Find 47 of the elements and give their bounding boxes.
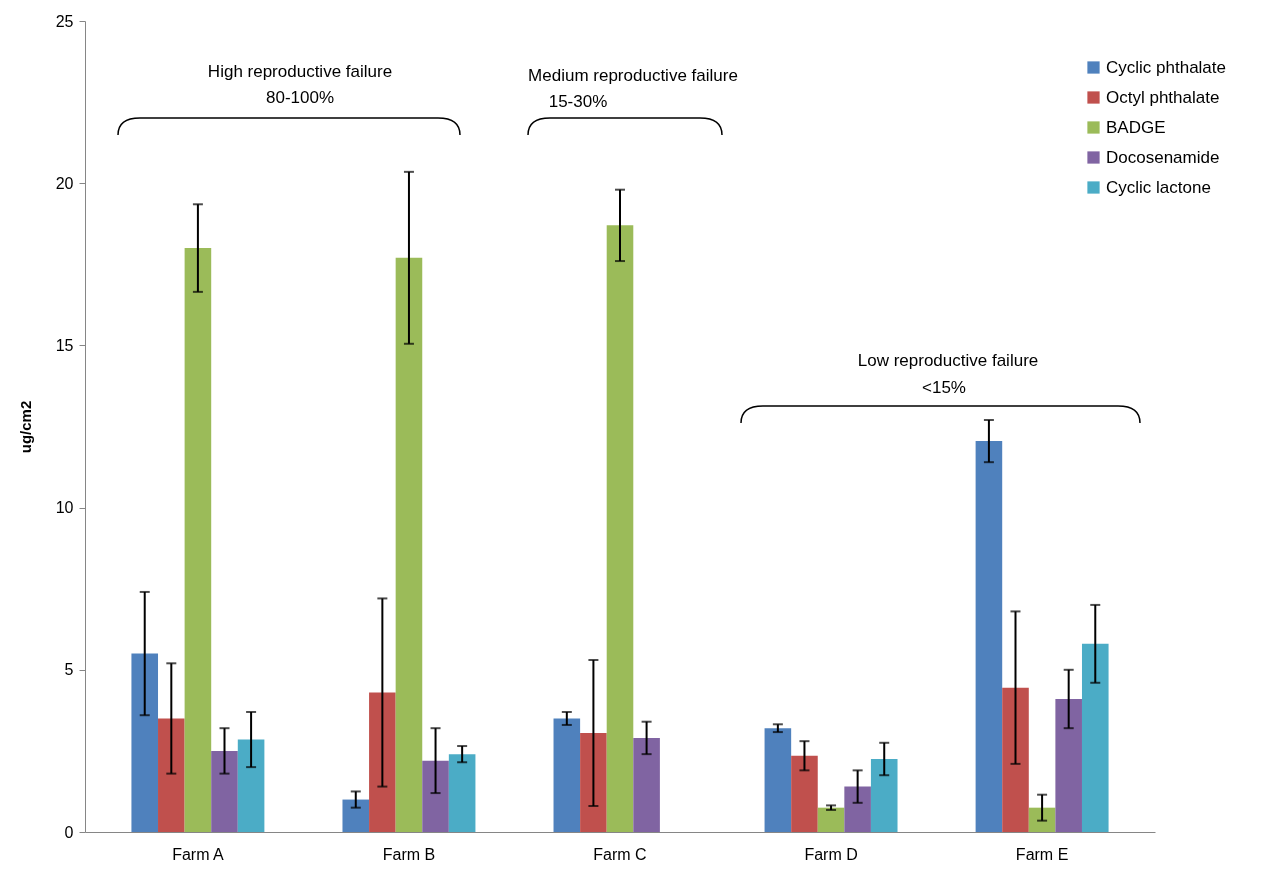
y-tick-label: 15 [55, 336, 74, 354]
bar [791, 755, 818, 832]
annotation: <15% [922, 378, 966, 398]
x-tick-label: Farm D [804, 845, 858, 863]
y-tick-label: 10 [55, 499, 74, 517]
bar [395, 257, 423, 832]
bar [369, 692, 396, 832]
bar [817, 807, 845, 832]
legend-label: Cyclic lactone [1106, 177, 1211, 197]
legend-label: Octyl phthalate [1106, 87, 1220, 107]
y-tick-label: 25 [55, 12, 74, 30]
bar [158, 718, 185, 832]
bar [211, 750, 238, 832]
x-tick-label: Farm C [593, 845, 647, 863]
bar [975, 441, 1003, 832]
x-tick-label: Farm E [1015, 845, 1069, 863]
annotation: 15-30% [548, 92, 608, 112]
bar [580, 733, 607, 832]
annotation: Medium reproductive failure [528, 66, 738, 86]
y-tick-label: 5 [64, 661, 74, 679]
bar [131, 653, 159, 832]
bar [764, 728, 792, 832]
bar [633, 737, 660, 832]
legend-label: BADGE [1106, 117, 1166, 137]
bar [184, 248, 212, 832]
legend-label: Docosenamide [1106, 147, 1220, 167]
y-tick-label: 0 [64, 823, 74, 841]
bar [870, 759, 898, 832]
bar [553, 718, 581, 832]
x-tick-label: Farm B [382, 845, 436, 863]
y-axis-title: ug/cm2 [16, 400, 34, 454]
legend-label: Cyclic phthalate [1106, 57, 1227, 77]
bar [844, 786, 871, 832]
bar [1028, 807, 1056, 832]
bar [448, 754, 476, 832]
annotation: Low reproductive failure [857, 351, 1039, 371]
y-tick-label: 20 [55, 174, 74, 192]
bar [237, 739, 265, 832]
x-tick-label: Farm A [172, 845, 225, 863]
bar [1002, 687, 1029, 832]
bar [342, 799, 370, 832]
annotation: 80-100% [265, 88, 335, 108]
bar [422, 760, 449, 832]
bar [1081, 643, 1109, 832]
annotation: High reproductive failure [207, 62, 393, 82]
bar [606, 225, 634, 832]
bar [1055, 699, 1082, 832]
